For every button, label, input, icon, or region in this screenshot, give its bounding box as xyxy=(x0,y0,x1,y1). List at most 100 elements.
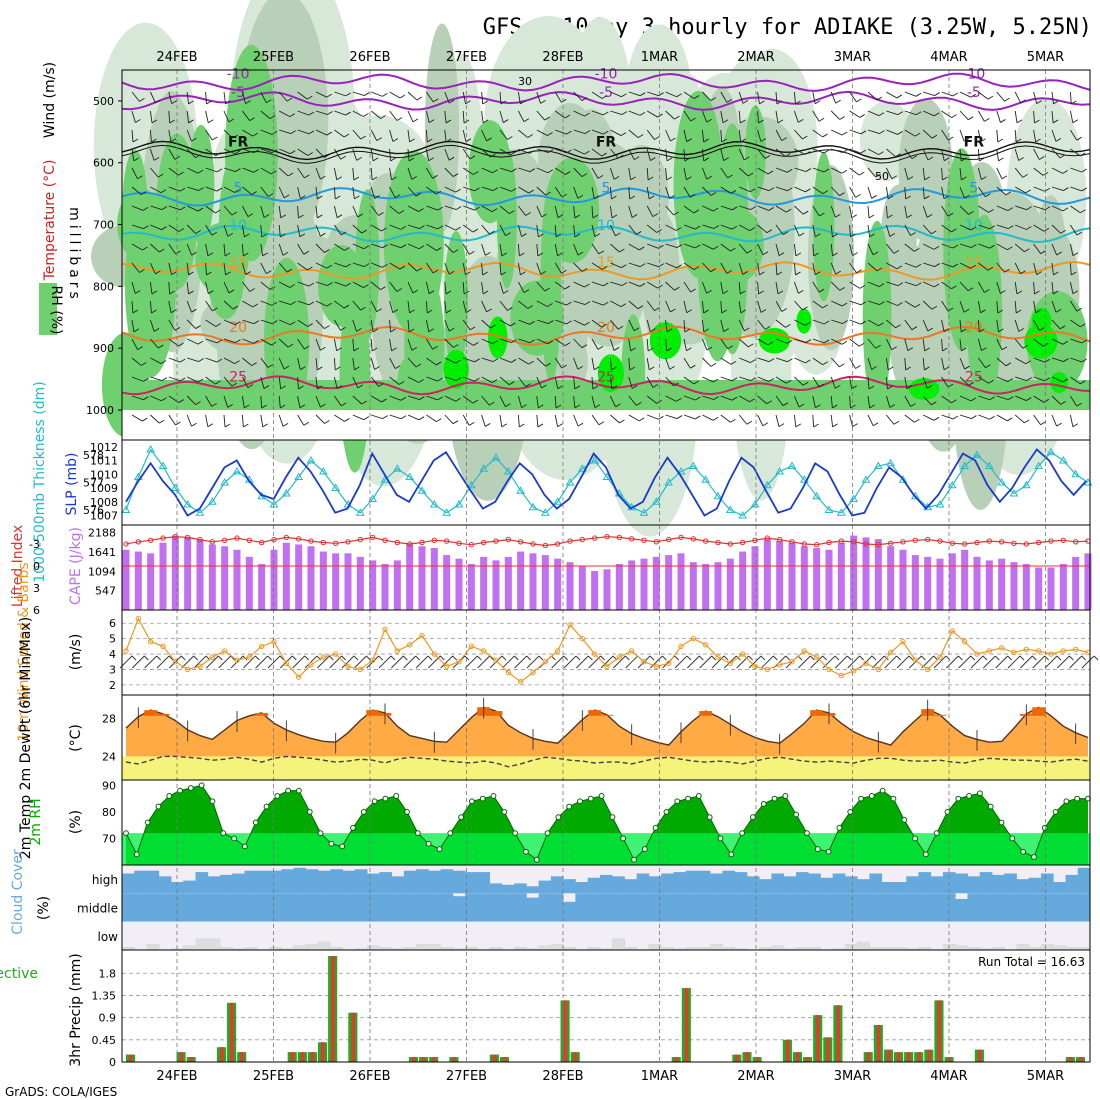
wind-barb-flag xyxy=(989,244,995,249)
wind-barb xyxy=(867,186,873,199)
wind-barb xyxy=(536,300,548,307)
wind-barb xyxy=(315,110,328,115)
cloud-cover-bar xyxy=(146,893,160,922)
wind-barb xyxy=(352,262,365,268)
wind-barb xyxy=(1051,243,1058,256)
wind-barb xyxy=(904,281,917,287)
wind-barb-flag xyxy=(308,130,315,135)
wind10-barb-flag xyxy=(390,655,396,661)
rh2m-point xyxy=(717,835,724,842)
wind-barb xyxy=(775,262,778,275)
wind-barb-flag xyxy=(785,153,791,157)
wind-barb-flag xyxy=(577,422,584,427)
wind-barb-flag xyxy=(927,327,934,332)
wind-barb-flag xyxy=(924,366,930,371)
wind-barb xyxy=(775,414,780,427)
isotherm-line xyxy=(121,375,1091,396)
wind-barb xyxy=(646,110,658,118)
wind-barb xyxy=(389,205,400,214)
wind-barb xyxy=(757,110,759,123)
wind-barb-flag xyxy=(1015,138,1022,143)
wind-barb-flag xyxy=(887,366,894,371)
cloud-cover-bar xyxy=(820,893,834,922)
wind-barb-flag xyxy=(742,271,749,275)
wind-barb xyxy=(223,281,230,294)
thickness-point xyxy=(553,497,563,505)
rh2m-point xyxy=(339,843,346,850)
wind-barb-flag xyxy=(151,290,158,295)
wind-barb xyxy=(149,91,156,104)
wind-barb-flag xyxy=(317,366,323,371)
cloud-cover-bar xyxy=(991,893,1005,922)
wind-barb xyxy=(849,319,862,325)
wind10-speed-point xyxy=(480,648,487,654)
wind-barb xyxy=(683,129,688,142)
cloud-cover-bar xyxy=(452,870,466,894)
lifted-index-point xyxy=(949,540,956,546)
wind-barb-flag xyxy=(597,174,604,179)
wind-barb xyxy=(481,148,491,158)
wind-barb xyxy=(242,167,254,173)
wind-barb xyxy=(444,262,450,275)
wind-barb-flag xyxy=(171,271,177,276)
wind-barb xyxy=(352,338,355,351)
rh2m-point xyxy=(955,795,962,802)
wind-barb-flag xyxy=(760,138,767,142)
wind-barb-flag xyxy=(841,131,848,136)
wind-barb xyxy=(407,281,414,294)
wind-barb xyxy=(886,281,898,287)
wind-barb xyxy=(978,357,986,368)
wind-barb xyxy=(831,167,843,174)
wind-barb-flag xyxy=(721,138,727,143)
wind-barb-flag xyxy=(730,190,737,194)
cape-bar xyxy=(1010,562,1018,610)
date-label-top: 5MAR xyxy=(1027,50,1064,65)
wind-barb xyxy=(462,148,471,160)
rh2m-point xyxy=(879,787,886,794)
wind-barb xyxy=(573,395,576,408)
cloud-cover-bar xyxy=(207,893,221,922)
wind-barb xyxy=(444,395,456,402)
wind-barb xyxy=(297,243,305,255)
wind-barb-flag xyxy=(208,290,214,295)
wind-barb-flag xyxy=(835,384,841,389)
wind-barb xyxy=(886,129,898,135)
rh2m-point xyxy=(328,840,335,847)
wind-barb-flag xyxy=(712,416,719,421)
cape-bar xyxy=(751,546,759,610)
wind-barb-flag xyxy=(287,172,294,177)
wind-barb-flag xyxy=(647,176,654,181)
wind-barb xyxy=(150,414,160,424)
wind10-speed-point xyxy=(221,648,228,654)
wind-barb-flag xyxy=(225,271,231,276)
wind-barb xyxy=(978,376,989,384)
isotherm-label: 10 xyxy=(965,218,983,234)
cape-bar xyxy=(726,558,734,610)
wind-barb xyxy=(297,91,308,100)
wind-barb xyxy=(591,91,603,99)
wind10-barb xyxy=(526,655,540,669)
wind-barb-flag xyxy=(577,194,584,199)
wind-barb-flag xyxy=(307,152,313,156)
wind-barb-flag xyxy=(528,360,534,365)
wind-barb-flag xyxy=(1016,290,1023,295)
cloud-low-bar xyxy=(538,945,552,950)
rh2m-point xyxy=(1074,795,1081,802)
wind-tick-label: 5 xyxy=(109,633,116,646)
wind-barb-flag xyxy=(915,111,922,116)
cape-bar xyxy=(147,553,155,610)
wind-barb-flag xyxy=(363,284,369,288)
cloud-low-bar xyxy=(354,948,368,950)
wind-barb xyxy=(683,224,696,230)
wind-barb-flag xyxy=(555,404,562,409)
wind10-barb-flag xyxy=(970,655,975,661)
wind-barb-flag xyxy=(879,301,885,305)
wind-barb-flag xyxy=(473,342,479,346)
wind-barb-flag xyxy=(750,206,756,210)
wind-barb xyxy=(628,167,632,180)
wind-barb-flag xyxy=(327,111,333,115)
cloud-cover-bar xyxy=(869,893,883,922)
wind-barb-flag xyxy=(566,320,572,325)
wind-barb-flag xyxy=(216,168,223,173)
